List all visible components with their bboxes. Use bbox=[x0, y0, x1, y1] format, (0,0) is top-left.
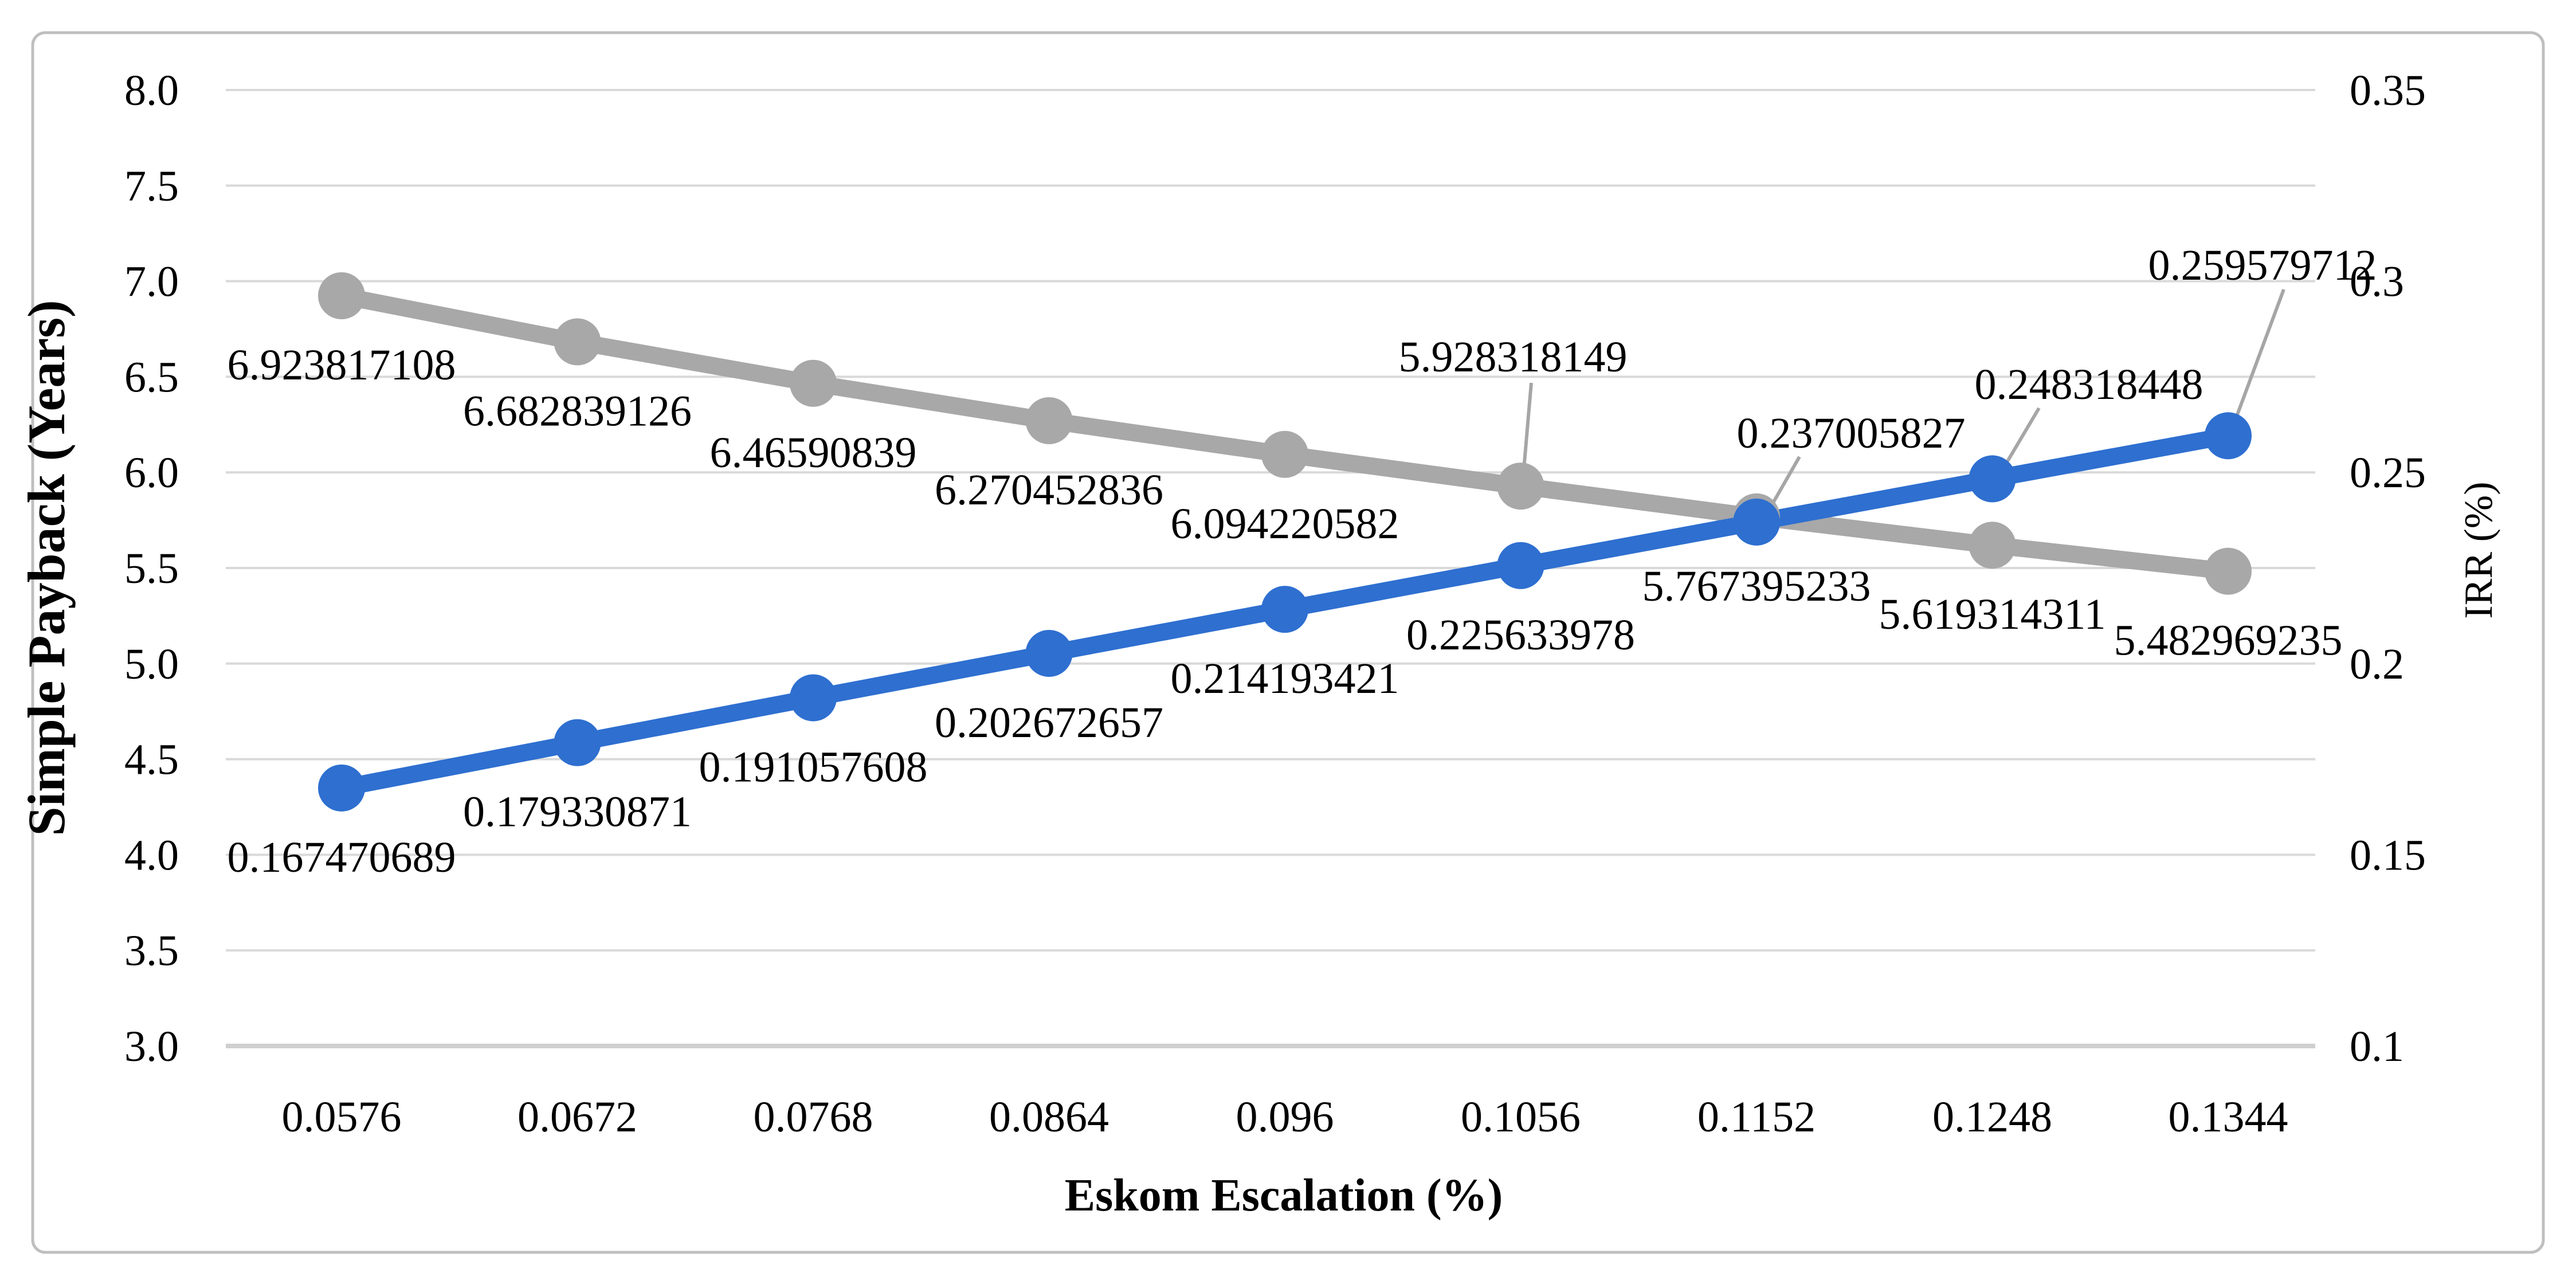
x-axis-tick: 0.1056 bbox=[1461, 1093, 1581, 1141]
x-axis-tick: 0.1152 bbox=[1697, 1093, 1816, 1141]
data-point-marker bbox=[1025, 629, 1073, 677]
y-axis-tick-right: 0.3 bbox=[2350, 258, 2404, 306]
x-axis-tick: 0.0672 bbox=[517, 1093, 637, 1141]
data-label: 6.270452836 bbox=[935, 466, 1163, 514]
y-axis-tick-left: 4.5 bbox=[124, 736, 179, 784]
data-label: 6.094220582 bbox=[1171, 500, 1399, 548]
y-axis-tick-left: 3.5 bbox=[124, 927, 179, 975]
data-point-marker bbox=[790, 674, 837, 722]
y-axis-tick-right: 0.1 bbox=[2350, 1022, 2404, 1071]
x-axis-tick: 0.0768 bbox=[754, 1093, 873, 1141]
data-point-marker bbox=[2205, 547, 2252, 595]
data-label: 0.225633978 bbox=[1406, 611, 1635, 659]
x-axis-tick: 0.1344 bbox=[2169, 1093, 2288, 1141]
y-axis-tick-left: 5.0 bbox=[124, 640, 179, 688]
gridlines-group bbox=[226, 89, 2315, 1048]
right-axis-title: IRR (%) bbox=[2457, 481, 2501, 618]
y-axis-tick-right: 0.35 bbox=[2350, 66, 2426, 115]
data-point-marker bbox=[2205, 412, 2252, 460]
x-axis-tick: 0.1248 bbox=[1932, 1093, 2052, 1141]
data-point-marker bbox=[1497, 463, 1544, 510]
data-label: 6.682839126 bbox=[463, 387, 692, 435]
y-axis-tick-left: 6.5 bbox=[124, 353, 179, 401]
data-point-marker bbox=[318, 272, 365, 320]
x-axis-tick: 0.0864 bbox=[989, 1093, 1109, 1141]
data-label: 0.179330871 bbox=[463, 788, 692, 836]
data-point-marker bbox=[1025, 397, 1073, 444]
data-point-marker bbox=[790, 359, 837, 407]
chart-border bbox=[31, 31, 2545, 1254]
data-label: 5.482969235 bbox=[2114, 617, 2343, 665]
data-point-marker bbox=[1733, 498, 1780, 546]
data-label: 5.928318149 bbox=[1399, 333, 1628, 381]
y-axis-tick-left: 7.0 bbox=[124, 258, 179, 306]
data-label: 6.923817108 bbox=[228, 341, 456, 389]
data-point-marker bbox=[554, 719, 601, 766]
data-label: 0.191057608 bbox=[699, 743, 928, 791]
y-axis-tick-left: 8.0 bbox=[124, 66, 179, 115]
y-axis-tick-left: 4.0 bbox=[124, 831, 179, 879]
data-label: 0.167470689 bbox=[228, 833, 456, 882]
x-axis-tick: 0.096 bbox=[1236, 1093, 1334, 1141]
x-axis-tick: 0.0576 bbox=[282, 1093, 402, 1141]
data-point-marker bbox=[318, 764, 365, 812]
left-axis-title: Simple Payback (Years) bbox=[17, 300, 76, 836]
data-label: 0.237005827 bbox=[1737, 409, 1966, 457]
data-point-marker bbox=[1261, 430, 1308, 478]
y-axis-tick-left: 6.0 bbox=[124, 449, 179, 497]
data-point-marker bbox=[1969, 455, 2016, 503]
y-axis-tick-right: 0.25 bbox=[2350, 449, 2426, 497]
data-point-marker bbox=[1497, 542, 1544, 589]
data-label: 5.767395233 bbox=[1642, 562, 1871, 610]
y-axis-tick-right: 0.2 bbox=[2350, 640, 2404, 688]
axis-ticks-group: 8.0 7.5 7.0 6.5 6.0 5.5 5.0 4.5 4.0 3.5 3.0 0.35 0.3… bbox=[124, 66, 2426, 1141]
data-label: 6.46590839 bbox=[710, 429, 917, 477]
data-point-marker bbox=[1969, 522, 2016, 569]
y-axis-tick-right: 0.15 bbox=[2350, 831, 2426, 879]
markers-group bbox=[318, 272, 2252, 812]
data-label: 0.248318448 bbox=[1975, 361, 2203, 409]
data-label: 0.259579712 bbox=[2148, 241, 2377, 289]
y-axis-tick-left: 5.5 bbox=[124, 544, 179, 593]
data-label: 0.214193421 bbox=[1171, 655, 1399, 703]
y-axis-tick-left: 3.0 bbox=[124, 1022, 179, 1071]
y-axis-tick-left: 7.5 bbox=[124, 162, 179, 210]
data-point-marker bbox=[1261, 586, 1308, 633]
data-point-marker bbox=[554, 318, 601, 366]
data-label: 5.619314311 bbox=[1879, 590, 2106, 638]
label-leader-line bbox=[2229, 288, 2285, 433]
x-axis-title: Eskom Escalation (%) bbox=[1065, 1170, 1503, 1221]
data-label: 0.202672657 bbox=[935, 699, 1163, 747]
